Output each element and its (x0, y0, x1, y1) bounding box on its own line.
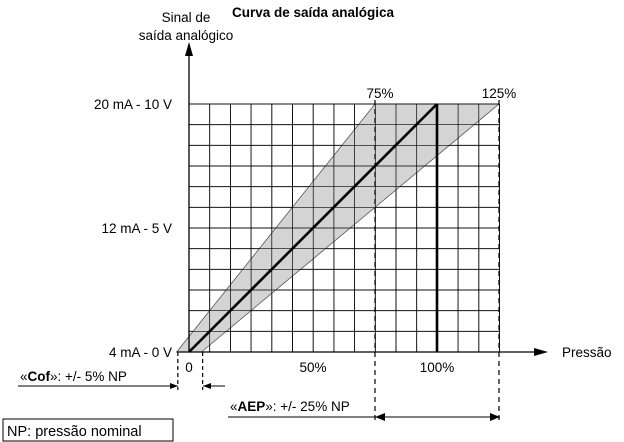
y-axis-label-line1: Sinal de (162, 10, 211, 25)
y-axis-label-line2: saída analógico (139, 28, 234, 43)
ideal-output-line (188, 103, 438, 353)
np-note: NP: pressão nominal (7, 424, 142, 440)
x-tick-label: 100% (420, 360, 455, 375)
np-note-box (2, 418, 174, 442)
cof-arrow-right-icon (170, 383, 178, 389)
marker-label: 75% (366, 86, 393, 101)
x-tick-label: 0 (185, 360, 193, 375)
y-tick-label: 12 mA - 5 V (101, 221, 172, 236)
x-axis-label: Pressão (562, 345, 612, 360)
cof-arrow-left-icon (203, 383, 211, 389)
x-tick-label: 50% (299, 360, 326, 375)
x-axis-arrow-icon (534, 348, 548, 356)
chart-title: Curva de saída analógica (232, 5, 395, 20)
aep-arrow-left-icon (375, 413, 385, 421)
aep-annotation: «AEP»: +/- 25% NP (230, 399, 350, 414)
aep-arrow-right-icon (490, 413, 500, 421)
y-tick-label: 4 mA - 0 V (109, 345, 172, 360)
y-axis-arrow-icon (185, 42, 193, 56)
y-tick-label: 20 mA - 10 V (94, 97, 172, 112)
cof-annotation: «Cof»: +/- 5% NP (20, 369, 127, 384)
marker-label: 125% (482, 86, 517, 101)
